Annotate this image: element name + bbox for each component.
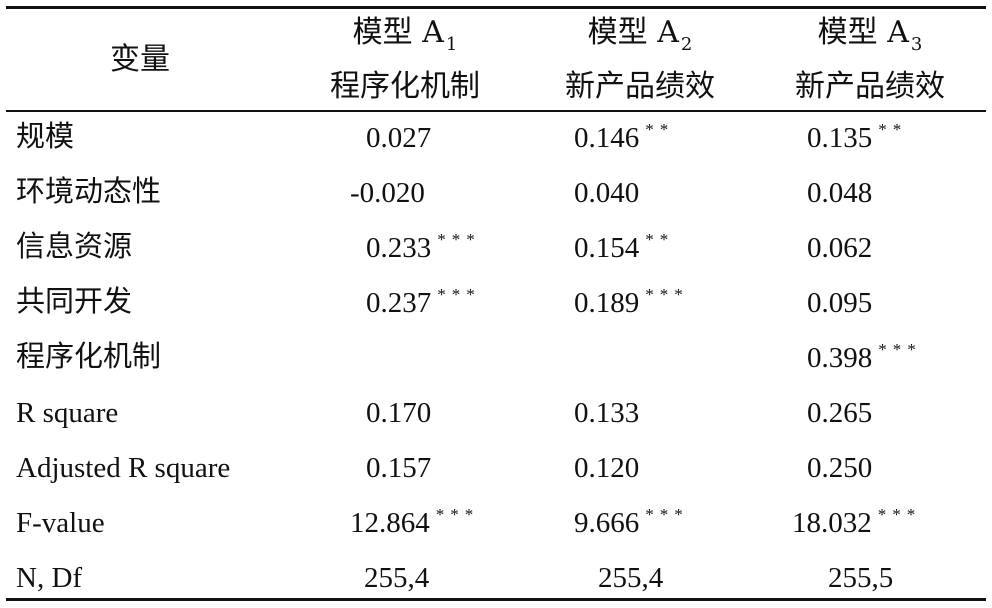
cell-a1: 0.170 (366, 397, 432, 429)
model-a3-dependent: 新产品绩效 (795, 69, 945, 104)
cell-a3: 0.265 (807, 397, 873, 429)
cell-a1: 12.864 *** (350, 505, 480, 539)
cell-a2: 0.040 (574, 177, 640, 209)
cell-a2: 0.133 (574, 397, 640, 429)
cell-a1: 0.157 (366, 452, 432, 484)
model-a2-dependent: 新产品绩效 (565, 69, 715, 104)
cell-a1: 255,4 (364, 562, 430, 594)
cell-a2: 9.666 *** (574, 505, 689, 539)
cell-a3: 0.095 (807, 287, 873, 319)
row-label: 信息资源 (16, 229, 133, 263)
cell-a3: 0.062 (807, 232, 873, 264)
cell-a2: 0.189 *** (574, 285, 689, 319)
cell-a2: 0.154 ** (574, 230, 675, 264)
cell-a3: 0.398 *** (807, 340, 922, 374)
cell-a2: 0.120 (574, 452, 640, 484)
cell-a3: 255,5 (828, 562, 894, 594)
row-label: R square (16, 397, 119, 429)
row-label: 共同开发 (16, 284, 133, 318)
cell-a1: 0.233 *** (366, 230, 481, 264)
row-label: 环境动态性 (16, 174, 162, 208)
bottom-rule (6, 598, 986, 601)
cell-a2: 255,4 (598, 562, 664, 594)
cell-a1: -0.020 (350, 177, 425, 209)
cell-a2: 0.146 ** (574, 120, 675, 154)
model-a1-dependent: 程序化机制 (330, 69, 480, 104)
header-rule (6, 110, 986, 112)
cell-a3: 0.135 ** (807, 120, 908, 154)
cell-a2 (574, 344, 580, 373)
cell-a1 (366, 344, 372, 373)
row-label: 程序化机制 (16, 339, 162, 373)
top-rule (6, 6, 986, 9)
row-label: N, Df (16, 562, 83, 594)
variable-header: 变量 (110, 42, 170, 77)
cell-a3: 0.250 (807, 452, 873, 484)
cell-a1: 0.237 *** (366, 285, 481, 319)
row-label: 规模 (16, 119, 75, 153)
row-label: F-value (16, 507, 105, 539)
cell-a1: 0.027 (366, 122, 432, 154)
row-label: Adjusted R square (16, 452, 231, 484)
cell-a3: 0.048 (807, 177, 873, 209)
cell-a3: 18.032 *** (792, 505, 922, 539)
